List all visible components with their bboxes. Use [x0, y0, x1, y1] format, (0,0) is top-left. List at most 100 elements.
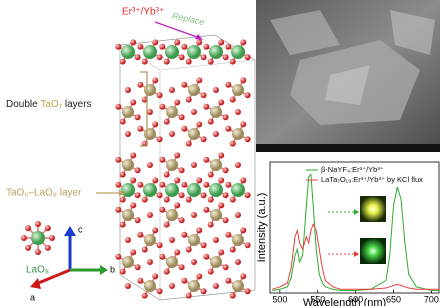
oxygen-atom: [201, 136, 207, 142]
figure: Er³⁺/Yb³⁺ Replace Double TaO₇ layers TaO…: [0, 0, 440, 306]
oxygen-atom: [130, 99, 136, 105]
oxygen-atom: [115, 182, 121, 188]
oxygen-atom: [240, 121, 246, 127]
oxygen-atom: [135, 167, 141, 173]
oxygen-atom: [245, 192, 251, 198]
oxygen-atom: [225, 126, 231, 132]
oxygen-atom: [223, 54, 229, 60]
oxygen-atom: [218, 202, 224, 208]
emission-photo: [360, 238, 386, 264]
oxygen-atom: [196, 227, 202, 233]
label-part: TaO₇: [40, 99, 62, 110]
metal-atom: [232, 234, 244, 246]
oxygen-atom: [223, 264, 229, 270]
x-tick-label: 500: [272, 294, 287, 304]
metal-atom: [187, 45, 201, 59]
axis-label: c: [78, 224, 83, 234]
oxygen-atom: [213, 283, 219, 289]
emission-photo: [360, 196, 386, 222]
oxygen-atom: [125, 237, 131, 243]
oxygen-atom: [25, 245, 31, 251]
oxygen-atom: [223, 114, 229, 120]
oxygen-atom: [115, 157, 121, 163]
oxygen-atom: [208, 59, 214, 65]
oxygen-atom: [240, 227, 246, 233]
oxygen-atom: [213, 87, 219, 93]
oxygen-atom: [179, 192, 185, 198]
oxygen-atom: [137, 82, 143, 88]
oxygen-atom: [225, 44, 231, 50]
polyhedron-label: LaO₈: [26, 265, 49, 276]
oxygen-atom: [115, 44, 121, 50]
oxygen-atom: [235, 259, 241, 265]
oxygen-atom: [157, 192, 163, 198]
metal-atom: [188, 128, 200, 140]
oxygen-atom: [208, 269, 214, 275]
oxygen-atom: [125, 283, 131, 289]
metal-atom: [210, 256, 222, 268]
oxygen-atom: [208, 172, 214, 178]
oxygen-atom: [245, 288, 251, 294]
oxygen-atom: [164, 197, 170, 203]
oxygen-atom: [137, 182, 143, 188]
metal-atom: [166, 209, 178, 221]
oxygen-atom: [135, 54, 141, 60]
oxygen-atom: [196, 273, 202, 279]
metal-atom: [144, 128, 156, 140]
oxygen-atom: [174, 202, 180, 208]
spectrum-chart: 500550600650700Wavelength (nm)Intensity …: [256, 162, 439, 306]
oxygen-atom: [159, 44, 165, 50]
y-axis-label: Intensity (a.u.): [256, 193, 268, 263]
metal-atom: [143, 45, 157, 59]
metal-atom: [166, 256, 178, 268]
oxygen-atom: [135, 114, 141, 120]
crystal-structure: [21, 35, 255, 300]
oxygen-atom: [186, 293, 192, 299]
oxygen-atom: [196, 77, 202, 83]
replace-label: Replace: [171, 10, 205, 27]
oxygen-atom: [157, 288, 163, 294]
oxygen-atom: [152, 227, 158, 233]
metal-atom: [144, 234, 156, 246]
oxygen-atom: [35, 221, 41, 227]
metal-atom: [122, 209, 134, 221]
axis-label: a: [30, 292, 35, 302]
metal-atom: [210, 159, 222, 171]
oxygen-atom: [152, 273, 158, 279]
metal-atom: [122, 159, 134, 171]
oxygen-atom: [157, 136, 163, 142]
metal-atom: [122, 106, 134, 118]
oxygen-atom: [125, 131, 131, 137]
oxygen-atom: [115, 104, 121, 110]
oxygen-atom: [164, 59, 170, 65]
oxygen-atom: [174, 39, 180, 45]
oxygen-atom: [169, 283, 175, 289]
oxygen-atom: [218, 152, 224, 158]
metal-atom: [187, 183, 201, 197]
sem-footer: [256, 144, 440, 152]
oxygen-atom: [159, 207, 165, 213]
oxygen-atom: [218, 249, 224, 255]
metal-atom: [143, 183, 157, 197]
oxygen-atom: [137, 278, 143, 284]
metal-atom: [144, 84, 156, 96]
oxygen-atom: [201, 242, 207, 248]
oxygen-atom: [186, 59, 192, 65]
oxygen-atom: [174, 152, 180, 158]
metal-atom: [31, 231, 45, 245]
oxygen-atom: [208, 119, 214, 125]
oxygen-atom: [203, 182, 209, 188]
oxygen-atom: [208, 197, 214, 203]
dopant-label: Er³⁺/Yb³⁺: [122, 7, 164, 18]
oxygen-atom: [181, 44, 187, 50]
oxygen-atom: [181, 126, 187, 132]
oxygen-atom: [181, 278, 187, 284]
oxygen-atom: [203, 104, 209, 110]
oxygen-atom: [152, 77, 158, 83]
oxygen-atom: [179, 54, 185, 60]
oxygen-atom: [35, 249, 41, 255]
metal-atom: [165, 45, 179, 59]
oxygen-atom: [213, 237, 219, 243]
oxygen-atom: [125, 87, 131, 93]
oxygen-atom: [218, 39, 224, 45]
